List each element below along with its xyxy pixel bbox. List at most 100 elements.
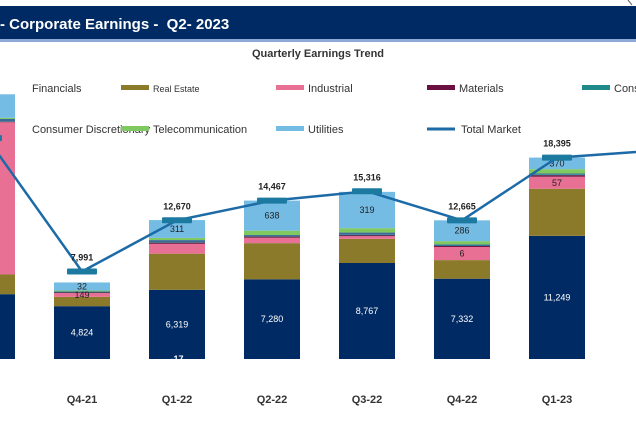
x-tick-label: Q3-22 bbox=[352, 394, 383, 406]
bar-segment-q4-21-3 bbox=[54, 292, 110, 294]
segment-label: 370 bbox=[549, 158, 564, 168]
legend-label-3: Materials bbox=[459, 83, 504, 95]
bar-segment-q3-22-5 bbox=[339, 232, 395, 235]
segment-label: 149 bbox=[74, 290, 89, 300]
bar-segment-q2-22-6 bbox=[244, 230, 300, 236]
legend-swatch-1 bbox=[121, 85, 149, 90]
segment-label: 6 bbox=[459, 249, 464, 259]
bar-segment-q1-23-7 bbox=[529, 157, 585, 170]
segment-label: 6,319 bbox=[166, 319, 189, 329]
total-marker bbox=[162, 217, 192, 224]
x-tick-label: Q4-22 bbox=[447, 394, 478, 406]
bar-segment-q4-21-4 bbox=[54, 292, 110, 293]
bar-segment-q3-21-4 bbox=[0, 121, 15, 122]
bar-segment-q3-21-0 bbox=[0, 294, 15, 359]
segment-label: 11,249 bbox=[544, 292, 571, 302]
x-tick-label: Q1-23 bbox=[542, 394, 573, 406]
total-marker bbox=[542, 154, 572, 161]
bar-segment-q4-22-5 bbox=[434, 244, 490, 246]
bar-segment-q1-23-0 bbox=[529, 235, 585, 359]
legend-swatch-3 bbox=[427, 85, 455, 90]
negative-label: -17 bbox=[170, 354, 183, 364]
bar-segment-q3-22-4 bbox=[339, 234, 395, 236]
segment-label: 286 bbox=[454, 226, 469, 236]
bar-segment-q4-22-1 bbox=[434, 260, 490, 279]
legend-line-label: Total Market bbox=[461, 124, 521, 136]
bar-segment-q2-22-3 bbox=[244, 236, 300, 238]
total-marker bbox=[0, 135, 2, 142]
total-marker bbox=[67, 268, 97, 275]
bar-segment-q3-21-6 bbox=[0, 117, 15, 119]
bar-segment-q1-23-4 bbox=[529, 174, 585, 176]
segment-label: 32 bbox=[77, 281, 87, 291]
header-bar: - Corporate Earnings - Q2- 2023 bbox=[0, 6, 636, 42]
total-label: 12,665 bbox=[448, 201, 476, 211]
total-label: 15,316 bbox=[353, 172, 381, 182]
bar-segment-q4-21-0 bbox=[54, 306, 110, 359]
segment-label: 638 bbox=[264, 211, 279, 221]
segment-label: 57 bbox=[552, 178, 562, 188]
bar-segment-q3-22-2 bbox=[339, 236, 395, 239]
bar-segment-q1-22-3 bbox=[149, 242, 205, 244]
bar-segment-q2-22-2 bbox=[244, 237, 300, 244]
bar-segment-q1-22-6 bbox=[149, 237, 205, 241]
segment-label: 311 bbox=[170, 224, 184, 234]
bar-segment-q2-22-1 bbox=[244, 243, 300, 280]
total-label: 18,395 bbox=[543, 139, 571, 149]
legend-swatch-2 bbox=[276, 85, 304, 90]
legend-label-6: Telecommunication bbox=[153, 124, 247, 136]
bar-segment-q1-23-1 bbox=[529, 188, 585, 236]
total-marker bbox=[447, 217, 477, 224]
bar-segment-q1-22-5 bbox=[149, 240, 205, 243]
bar-segment-q1-22-0 bbox=[149, 289, 205, 359]
bar-segment-q3-21-7 bbox=[0, 94, 15, 118]
bar-segment-q4-22-0 bbox=[434, 278, 490, 359]
legend-label-7: Utilities bbox=[308, 124, 344, 136]
bar-segment-q3-21-2 bbox=[0, 122, 15, 275]
segment-label: 7,280 bbox=[261, 314, 284, 324]
segment-label: 7,332 bbox=[451, 314, 474, 324]
bar-segment-q4-21-2 bbox=[54, 293, 110, 297]
total-marker bbox=[352, 188, 382, 195]
segment-label: 4,824 bbox=[71, 328, 94, 338]
chart-title: Quarterly Earnings Trend bbox=[251, 48, 385, 60]
bar-segment-q4-22-2 bbox=[434, 246, 490, 261]
bar-segment-q1-22-7 bbox=[149, 220, 205, 238]
bar-segment-q3-21-5 bbox=[0, 118, 15, 122]
bar-segment-q2-22-0 bbox=[244, 279, 300, 359]
bar-segment-q4-22-6 bbox=[434, 241, 490, 245]
legend-swatch-4 bbox=[582, 85, 610, 90]
bar-segment-q4-22-3 bbox=[434, 245, 490, 247]
legend-swatch-7 bbox=[276, 126, 304, 131]
legend-label-4: Cons bbox=[614, 83, 636, 95]
page-title: - Corporate Earnings - Q2- 2023 bbox=[0, 16, 230, 33]
bar-segment-q3-21-3 bbox=[0, 121, 15, 123]
bar-segment-q3-21-1 bbox=[0, 274, 15, 295]
bar-segment-q3-22-1 bbox=[339, 238, 395, 264]
bar-segment-q3-22-6 bbox=[339, 228, 395, 233]
bar-segment-q1-23-2 bbox=[529, 176, 585, 189]
bar-segment-q4-22-7 bbox=[434, 220, 490, 242]
bar-segment-q4-21-5 bbox=[54, 291, 110, 293]
bar-segment-q1-22-4 bbox=[149, 242, 205, 243]
bar-segment-q1-23-6 bbox=[529, 169, 585, 174]
segment-label: 319 bbox=[359, 205, 374, 215]
total-marker bbox=[257, 197, 287, 204]
corner-icon bbox=[627, 0, 633, 6]
x-tick-label: Q2-22 bbox=[257, 394, 288, 406]
legend-label-2: Industrial bbox=[308, 83, 353, 95]
bar-segment-q2-22-5 bbox=[244, 235, 300, 237]
bar-segment-q2-22-4 bbox=[244, 236, 300, 237]
segment-label: 8,767 bbox=[356, 306, 379, 316]
bar-segment-q4-21-1 bbox=[54, 296, 110, 307]
bar-segment-q1-22-1 bbox=[149, 253, 205, 290]
total-label: 14,467 bbox=[258, 182, 286, 192]
bar-segment-q1-22-2 bbox=[149, 243, 205, 254]
x-tick-label: Q1-22 bbox=[162, 394, 193, 406]
bar-segment-q4-21-7 bbox=[54, 282, 110, 291]
bar-segment-q4-22-4 bbox=[434, 245, 490, 247]
bar-segment-q3-22-3 bbox=[339, 235, 395, 237]
x-tick-label: Q4-21 bbox=[67, 394, 98, 406]
legend-label-5: Consumer Discretionary bbox=[32, 124, 150, 136]
